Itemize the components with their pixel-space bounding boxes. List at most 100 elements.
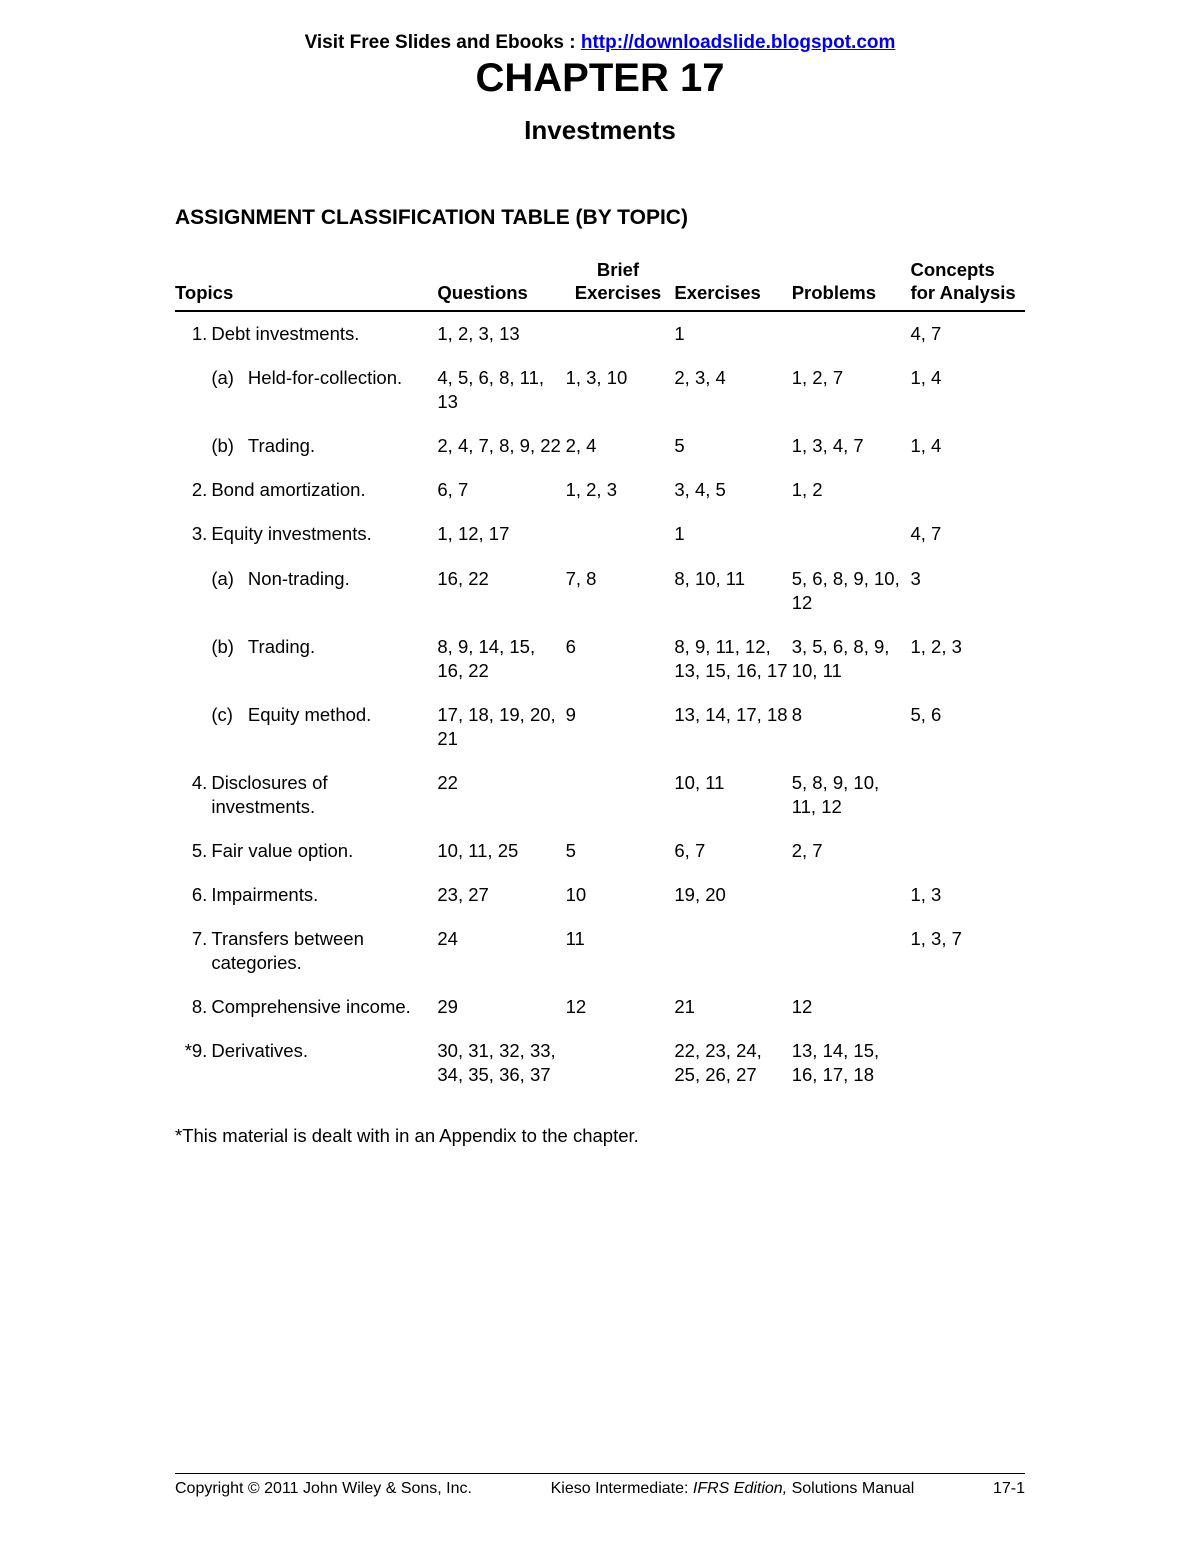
banner-prefix: Visit Free Slides and Ebooks : bbox=[305, 32, 581, 53]
table-row: 5.Fair value option.10, 11, 2556, 72, 7 bbox=[175, 829, 1025, 873]
row-number bbox=[175, 693, 211, 761]
cell-problems: 5, 8, 9, 10, 11, 12 bbox=[792, 761, 911, 829]
row-topic: Equity investments. bbox=[211, 512, 437, 556]
cell-questions: 29 bbox=[437, 985, 565, 1029]
row-number bbox=[175, 625, 211, 693]
cell-concepts bbox=[910, 985, 1025, 1029]
top-banner: Visit Free Slides and Ebooks : http://do… bbox=[175, 32, 1025, 54]
row-subletter: (a) bbox=[211, 557, 248, 625]
cell-brief: 1, 3, 10 bbox=[566, 356, 675, 424]
row-number: 8. bbox=[175, 985, 211, 1029]
cell-exercises bbox=[674, 917, 791, 985]
cell-questions: 10, 11, 25 bbox=[437, 829, 565, 873]
row-number: 6. bbox=[175, 873, 211, 917]
cell-exercises: 2, 3, 4 bbox=[674, 356, 791, 424]
cell-exercises: 1 bbox=[674, 512, 791, 556]
cell-problems: 1, 2 bbox=[792, 468, 911, 512]
th-exercises: Exercises bbox=[674, 258, 791, 311]
cell-problems: 3, 5, 6, 8, 9, 10, 11 bbox=[792, 625, 911, 693]
cell-problems bbox=[792, 512, 911, 556]
cell-questions: 23, 27 bbox=[437, 873, 565, 917]
row-topic: Trading. bbox=[248, 625, 437, 693]
cell-concepts: 4, 7 bbox=[910, 512, 1025, 556]
cell-questions: 2, 4, 7, 8, 9, 22 bbox=[437, 424, 565, 468]
section-heading: ASSIGNMENT CLASSIFICATION TABLE (BY TOPI… bbox=[175, 206, 1025, 230]
cell-brief: 10 bbox=[566, 873, 675, 917]
table-row: 7.Transfers between categories.24111, 3,… bbox=[175, 917, 1025, 985]
row-number bbox=[175, 557, 211, 625]
th-questions: Questions bbox=[437, 258, 565, 311]
cell-concepts bbox=[910, 468, 1025, 512]
row-number: 7. bbox=[175, 917, 211, 985]
table-row: (c)Equity method.17, 18, 19, 20, 21913, … bbox=[175, 693, 1025, 761]
cell-brief bbox=[566, 311, 675, 356]
table-row: *9.Derivatives.30, 31, 32, 33, 34, 35, 3… bbox=[175, 1029, 1025, 1097]
row-topic: Equity method. bbox=[248, 693, 437, 761]
cell-exercises: 21 bbox=[674, 985, 791, 1029]
row-topic: Fair value option. bbox=[211, 829, 437, 873]
cell-exercises: 1 bbox=[674, 311, 791, 356]
cell-concepts: 3 bbox=[910, 557, 1025, 625]
table-row: 4.Disclosures of investments.22 10, 115, … bbox=[175, 761, 1025, 829]
th-problems: Problems bbox=[792, 258, 911, 311]
cell-concepts: 1, 3, 7 bbox=[910, 917, 1025, 985]
cell-questions: 1, 2, 3, 13 bbox=[437, 311, 565, 356]
cell-concepts: 1, 4 bbox=[910, 424, 1025, 468]
footer-page-number: 17-1 bbox=[993, 1480, 1025, 1498]
table-row: (a)Held-for-collection.4, 5, 6, 8, 11, 1… bbox=[175, 356, 1025, 424]
banner-link[interactable]: http://downloadslide.blogspot.com bbox=[581, 32, 896, 53]
cell-questions: 8, 9, 14, 15, 16, 22 bbox=[437, 625, 565, 693]
row-topic: Disclosures of investments. bbox=[211, 761, 437, 829]
table-row: 2.Bond amortization.6, 71, 2, 33, 4, 51,… bbox=[175, 468, 1025, 512]
row-number: 4. bbox=[175, 761, 211, 829]
row-number bbox=[175, 356, 211, 424]
row-topic: Bond amortization. bbox=[211, 468, 437, 512]
cell-concepts bbox=[910, 761, 1025, 829]
cell-problems: 1, 3, 4, 7 bbox=[792, 424, 911, 468]
row-number: *9. bbox=[175, 1029, 211, 1097]
table-row: (a)Non-trading.16, 227, 88, 10, 115, 6, … bbox=[175, 557, 1025, 625]
cell-brief: 6 bbox=[566, 625, 675, 693]
cell-concepts bbox=[910, 829, 1025, 873]
classification-table: Topics Questions Brief Exercises Exercis… bbox=[175, 258, 1025, 1097]
cell-problems bbox=[792, 917, 911, 985]
row-topic: Impairments. bbox=[211, 873, 437, 917]
cell-exercises: 8, 10, 11 bbox=[674, 557, 791, 625]
cell-problems: 5, 6, 8, 9, 10, 12 bbox=[792, 557, 911, 625]
row-topic: Comprehensive income. bbox=[211, 985, 437, 1029]
cell-concepts: 5, 6 bbox=[910, 693, 1025, 761]
table-header-row: Topics Questions Brief Exercises Exercis… bbox=[175, 258, 1025, 311]
th-topics: Topics bbox=[175, 258, 437, 311]
cell-concepts bbox=[910, 1029, 1025, 1097]
cell-concepts: 1, 3 bbox=[910, 873, 1025, 917]
cell-brief: 7, 8 bbox=[566, 557, 675, 625]
table-row: (b)Trading.2, 4, 7, 8, 9, 222, 451, 3, 4… bbox=[175, 424, 1025, 468]
row-topic: Derivatives. bbox=[211, 1029, 437, 1097]
chapter-subtitle: Investments bbox=[175, 115, 1025, 146]
cell-questions: 24 bbox=[437, 917, 565, 985]
row-number: 5. bbox=[175, 829, 211, 873]
cell-exercises: 3, 4, 5 bbox=[674, 468, 791, 512]
row-subletter: (b) bbox=[211, 625, 248, 693]
row-subletter: (c) bbox=[211, 693, 248, 761]
cell-questions: 30, 31, 32, 33, 34, 35, 36, 37 bbox=[437, 1029, 565, 1097]
row-number: 1. bbox=[175, 311, 211, 356]
cell-brief: 5 bbox=[566, 829, 675, 873]
cell-problems: 2, 7 bbox=[792, 829, 911, 873]
cell-questions: 22 bbox=[437, 761, 565, 829]
cell-problems: 12 bbox=[792, 985, 911, 1029]
cell-concepts: 4, 7 bbox=[910, 311, 1025, 356]
cell-questions: 16, 22 bbox=[437, 557, 565, 625]
row-number: 2. bbox=[175, 468, 211, 512]
cell-brief: 12 bbox=[566, 985, 675, 1029]
cell-problems bbox=[792, 873, 911, 917]
table-row: 8.Comprehensive income.29122112 bbox=[175, 985, 1025, 1029]
cell-questions: 17, 18, 19, 20, 21 bbox=[437, 693, 565, 761]
table-row: 6.Impairments.23, 271019, 201, 3 bbox=[175, 873, 1025, 917]
cell-questions: 4, 5, 6, 8, 11, 13 bbox=[437, 356, 565, 424]
table-row: 3.Equity investments.1, 12, 1714, 7 bbox=[175, 512, 1025, 556]
cell-brief: 1, 2, 3 bbox=[566, 468, 675, 512]
row-topic: Transfers between categories. bbox=[211, 917, 437, 985]
cell-exercises: 10, 11 bbox=[674, 761, 791, 829]
row-subletter: (a) bbox=[211, 356, 248, 424]
